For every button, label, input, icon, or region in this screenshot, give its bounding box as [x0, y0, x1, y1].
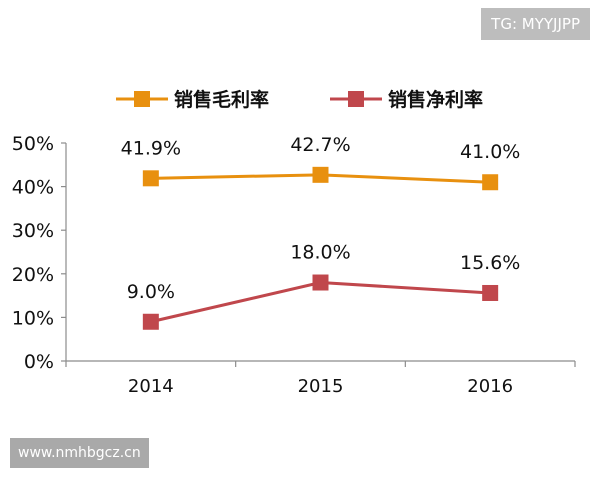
series-1: 41.9% 42.7% 41.0% [121, 134, 520, 191]
legend-label: 销售毛利率 [174, 88, 269, 111]
data-point [312, 166, 329, 183]
legend-marker [348, 91, 364, 107]
x-axis: 2014 2015 2016 [65, 360, 576, 397]
data-label: 9.0% [127, 281, 175, 303]
y-tick-label: 20% [12, 264, 54, 286]
series-2: 9.0% 18.0% 15.6% [127, 242, 520, 330]
data-point [142, 313, 159, 330]
x-tick-label: 2016 [467, 376, 513, 397]
x-tick-label: 2014 [128, 376, 174, 397]
legend: 销售毛利率 销售净利率 [116, 88, 483, 111]
series-layer: 41.9% 42.7% 41.0% 9.0% 18.0% 15.6% [121, 134, 520, 330]
data-point [482, 174, 499, 191]
data-label: 15.6% [460, 252, 520, 274]
y-axis: 0% 10% 20% 30% 40% 50% [12, 133, 67, 373]
legend-label: 销售净利率 [388, 88, 483, 111]
watermark-bottom: www.nmhbgcz.cn [10, 438, 149, 468]
y-tick-label: 50% [12, 133, 54, 155]
y-tick-label: 40% [12, 177, 54, 199]
data-label: 41.9% [121, 137, 181, 159]
legend-item-2: 销售净利率 [330, 88, 483, 111]
data-label: 41.0% [460, 141, 520, 163]
x-tick-label: 2015 [298, 376, 344, 397]
y-tick-label: 10% [12, 307, 54, 329]
legend-item-1: 销售毛利率 [116, 88, 269, 111]
y-tick-label: 0% [24, 351, 54, 373]
y-tick-label: 30% [12, 220, 54, 242]
watermark-top: TG: MYYJJPP [481, 8, 590, 40]
legend-marker [134, 91, 150, 107]
data-point [312, 274, 329, 291]
data-point [142, 170, 159, 187]
data-label: 18.0% [290, 242, 350, 264]
data-label: 42.7% [290, 134, 350, 156]
data-point [482, 284, 499, 301]
